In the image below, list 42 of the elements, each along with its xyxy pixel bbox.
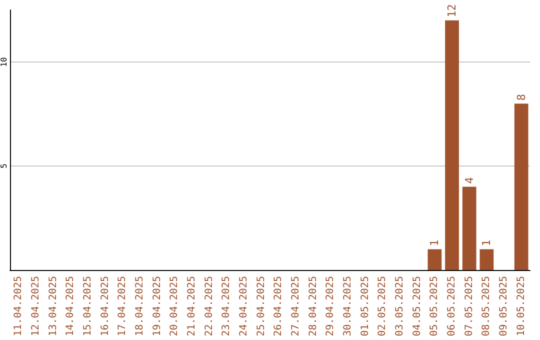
data-label: 1 [428,240,442,246]
x-tick-label: 16.04.2025 [100,276,111,336]
x-tick-label: 14.04.2025 [65,276,76,336]
bar [514,104,528,270]
bar [462,186,476,270]
bar [480,249,494,270]
y-tick-label: 10 [0,57,8,67]
x-tick-label: 06.05.2025 [446,276,458,336]
x-tick-label: 11.04.2025 [13,276,24,336]
x-tick-label: 22.04.2025 [204,276,215,336]
x-tick-label: 28.04.2025 [308,276,319,336]
x-tick-label: 24.04.2025 [238,276,250,336]
x-tick-label: 20.04.2025 [169,276,180,336]
x-tick-label: 23.04.2025 [221,276,232,336]
x-tick-label: 18.04.2025 [134,276,146,336]
x-tick-label: 08.05.2025 [481,276,492,336]
x-tick-label: 30.04.2025 [342,276,354,336]
x-tick-label: 29.04.2025 [325,276,336,336]
x-tick-label: 21.04.2025 [186,276,198,336]
bar [445,20,459,270]
data-label: 1 [480,240,494,246]
data-label: 8 [514,94,528,101]
data-label: 12 [446,4,458,18]
bar [428,249,442,270]
x-tick-label: 17.04.2025 [117,276,128,336]
x-tick-label: 26.04.2025 [273,276,284,336]
x-tick-label: 04.05.2025 [412,276,423,336]
x-tick-label: 12.04.2025 [30,276,42,336]
data-label: 4 [462,176,476,184]
x-tick-label: 09.05.2025 [498,276,510,336]
x-tick-label: 10.05.2025 [516,276,527,336]
x-tick-label: 02.05.2025 [377,276,388,336]
y-tick-label: 5 [0,163,8,168]
x-tick-label: 13.04.2025 [48,276,59,336]
x-tick-label: 27.04.2025 [290,276,302,336]
x-tick-label: 05.05.2025 [429,276,440,336]
x-tick-label: 19.04.2025 [152,276,163,336]
x-tick-label: 01.05.2025 [360,276,371,336]
x-tick-label: 07.05.2025 [464,276,475,336]
x-tick-label: 03.05.2025 [394,276,406,336]
x-tick-label: 15.04.2025 [82,276,94,336]
x-tick-label: 25.04.2025 [256,276,267,336]
